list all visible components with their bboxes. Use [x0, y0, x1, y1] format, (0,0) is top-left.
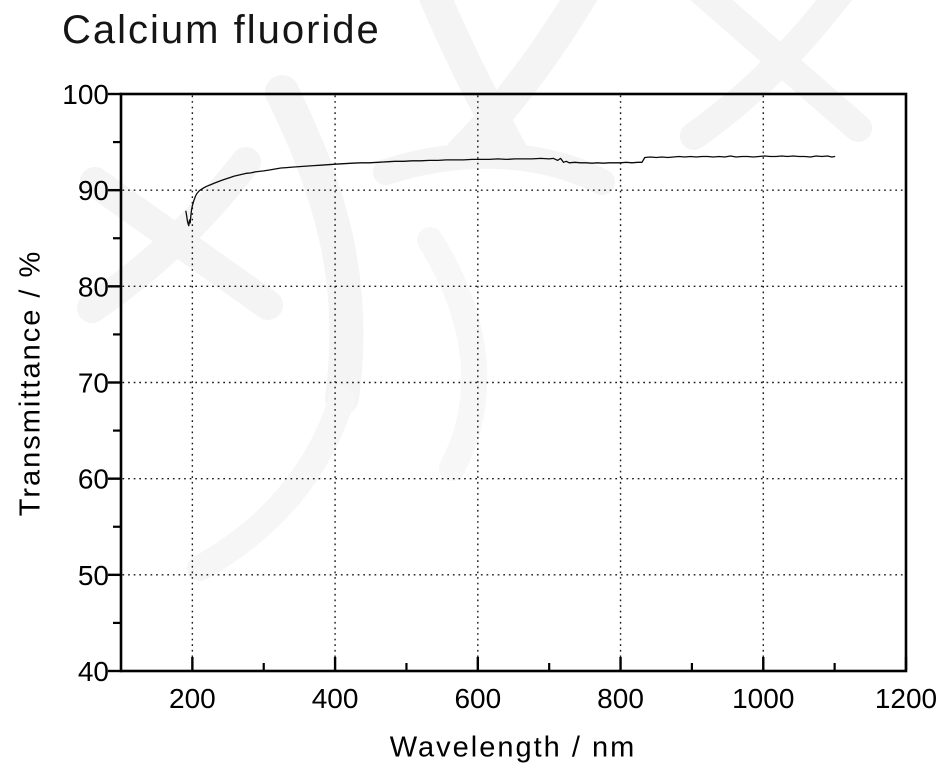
chart-title: Calcium fluoride	[62, 8, 381, 52]
x-tick-label: 800	[597, 683, 644, 714]
x-tick-label: 1000	[732, 683, 794, 714]
y-axis-label: Transmittance / %	[14, 249, 47, 517]
y-tick-label: 70	[78, 368, 109, 399]
y-tick-label: 50	[78, 560, 109, 591]
x-axis-label: Wavelength / nm	[389, 731, 637, 764]
x-tick-label: 600	[454, 683, 501, 714]
x-tick-label: 400	[312, 683, 359, 714]
y-tick-label: 100	[62, 79, 109, 110]
x-tick-label: 1200	[875, 683, 937, 714]
y-tick-label: 90	[78, 175, 109, 206]
y-tick-label: 40	[78, 656, 109, 687]
y-tick-label: 60	[78, 464, 109, 495]
y-tick-label: 80	[78, 271, 109, 302]
x-tick-label: 200	[169, 683, 216, 714]
plot-frame	[119, 92, 908, 673]
series-line-caf2-transmittance	[185, 155, 836, 227]
